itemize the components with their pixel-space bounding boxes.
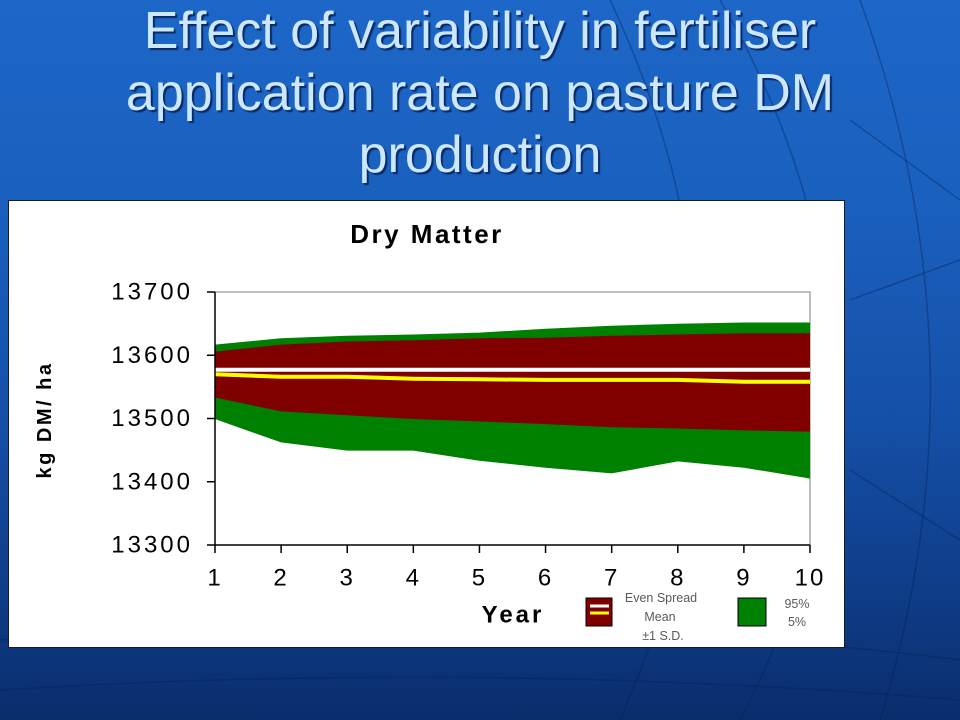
slide-title-line-3: production [358,126,602,184]
x-tick-label: 9 [736,565,751,592]
y-axis-title: kg DM/ ha [34,362,56,479]
x-tick-label: 3 [340,565,355,592]
legend-swatch-percentiles [737,597,767,627]
y-tick-label: 13400 [111,468,193,495]
slide-title: Effect of variability in fertiliser appl… [0,0,960,186]
band-1-area [215,333,810,432]
slide-title-line-1: Effect of variability in fertiliser [143,2,817,60]
legend-label-5pct: 5% [788,615,806,629]
band-1-lower-line [214,396,811,432]
x-tick-label: 1 [207,565,222,592]
legend-item-sd: Even Spread Mean ±1 S.D. [585,591,697,643]
x-tick-label: 8 [670,565,685,592]
x-tick-label: 4 [406,565,421,592]
y-tick-label: 13600 [111,342,193,369]
chart-title: Dry Matter [350,219,504,249]
y-tick-label: 13300 [111,532,193,559]
legend-label-mean: Mean [644,610,675,624]
legend-item-percentiles: 95% 5% [737,597,810,629]
x-tick-label: 5 [472,565,487,592]
x-tick-label: 10 [795,565,826,592]
legend-label-95pct: 95% [784,597,809,611]
x-tick-label: 2 [273,565,288,592]
legend: Even Spread Mean ±1 S.D. 95% 5% [585,591,810,643]
series-line-mean [214,372,810,384]
band-0-upper-line [214,322,810,346]
plot-marks [214,322,811,479]
slide-title-line-2: application rate on pasture DM [125,64,835,122]
x-tick-label: 6 [538,565,553,592]
x-axis-title: Year [482,602,545,629]
axis-marks: 13300 13400 13500 13600 13700 1 2 3 4 5 6 7 8 9 10 [111,279,826,592]
y-tick-label: 13700 [111,279,193,306]
legend-label-sd: ±1 S.D. [642,629,684,643]
y-tick-label: 13500 [111,405,193,432]
band-1-upper-line [214,333,810,353]
x-tick-label: 7 [604,565,619,592]
chart: Dry Matter 13300 13400 13500 13600 13700 1 2 3 4… [8,200,845,648]
band-0-lower-line [214,418,811,479]
legend-label-even-spread: Even Spread [625,591,697,605]
